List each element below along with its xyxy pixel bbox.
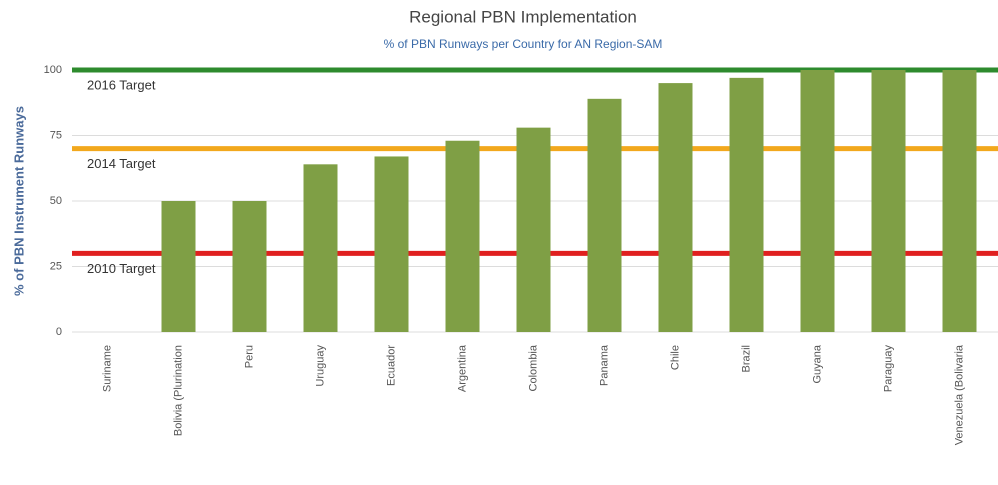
bar xyxy=(942,70,977,332)
bar xyxy=(445,140,480,332)
x-tick-label: Venezuela (Bolivaria xyxy=(953,344,965,445)
bar xyxy=(232,201,267,332)
bar xyxy=(303,164,338,332)
x-tick-label: Peru xyxy=(243,345,255,368)
y-tick-label: 75 xyxy=(50,129,62,141)
bar xyxy=(658,83,693,332)
chart-title: Regional PBN Implementation xyxy=(409,7,637,26)
x-tick-label: Uruguay xyxy=(314,345,326,387)
bar xyxy=(729,77,764,332)
x-tick-label: Paraguay xyxy=(882,345,894,393)
x-tick-label: Panama xyxy=(598,344,610,386)
x-tick-label: Brazil xyxy=(740,345,752,373)
y-tick-label: 25 xyxy=(50,260,62,272)
bar xyxy=(800,70,835,332)
target-label: 2010 Target xyxy=(87,261,156,276)
x-tick-label: Argentina xyxy=(456,344,468,392)
x-tick-label: Guyana xyxy=(811,344,823,383)
x-tick-label: Bolivia (Plurination xyxy=(172,345,184,436)
x-tick-label: Chile xyxy=(669,345,681,370)
bar xyxy=(161,201,196,332)
x-tick-label: Suriname xyxy=(101,345,113,392)
x-tick-label: Colombia xyxy=(527,344,539,391)
chart-subtitle: % of PBN Runways per Country for AN Regi… xyxy=(384,37,663,51)
target-label: 2016 Target xyxy=(87,77,156,92)
bar xyxy=(374,156,409,332)
y-axis-label: % of PBN Instrument Runways xyxy=(11,106,26,296)
y-tick-label: 50 xyxy=(50,195,62,207)
y-tick-label: 0 xyxy=(56,326,62,338)
bar xyxy=(871,70,906,332)
y-tick-label: 100 xyxy=(44,64,62,76)
bar xyxy=(516,127,551,332)
x-tick-label: Ecuador xyxy=(385,345,397,386)
bar xyxy=(587,98,622,332)
target-label: 2014 Target xyxy=(87,156,156,171)
